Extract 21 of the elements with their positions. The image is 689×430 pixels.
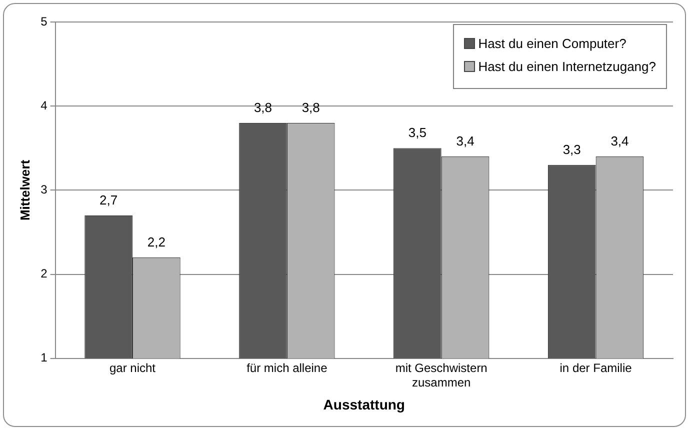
data-label: 3,8: [302, 100, 320, 115]
data-label: 2,7: [100, 192, 118, 208]
y-tick-label: 2: [40, 266, 48, 281]
legend-label: Hast du einen Internetzugang?: [478, 59, 656, 74]
y-axis-title: Mittelwert: [17, 159, 32, 221]
y-tick-label: 3: [40, 182, 48, 197]
x-tick-label: für mich alleine: [246, 360, 328, 375]
x-tick-label: in der Familie: [560, 360, 632, 375]
y-tick-label: 5: [40, 14, 48, 28]
data-label: 3,4: [456, 134, 474, 149]
data-label: 3,5: [408, 125, 426, 140]
legend-label: Hast du einen Computer?: [478, 36, 626, 51]
x-tick-label: mit Geschwistern zusammen: [395, 360, 488, 390]
x-axis-title: Ausstattung: [323, 396, 405, 412]
y-tick-label: 4: [40, 98, 48, 112]
x-tick-label: gar nicht: [109, 360, 156, 375]
y-tick-label: 1: [40, 350, 48, 365]
data-label: 3,3: [562, 142, 581, 158]
data-label: 2,2: [147, 234, 166, 250]
data-label: 3,8: [254, 100, 272, 115]
data-label: 3,4: [610, 134, 629, 149]
